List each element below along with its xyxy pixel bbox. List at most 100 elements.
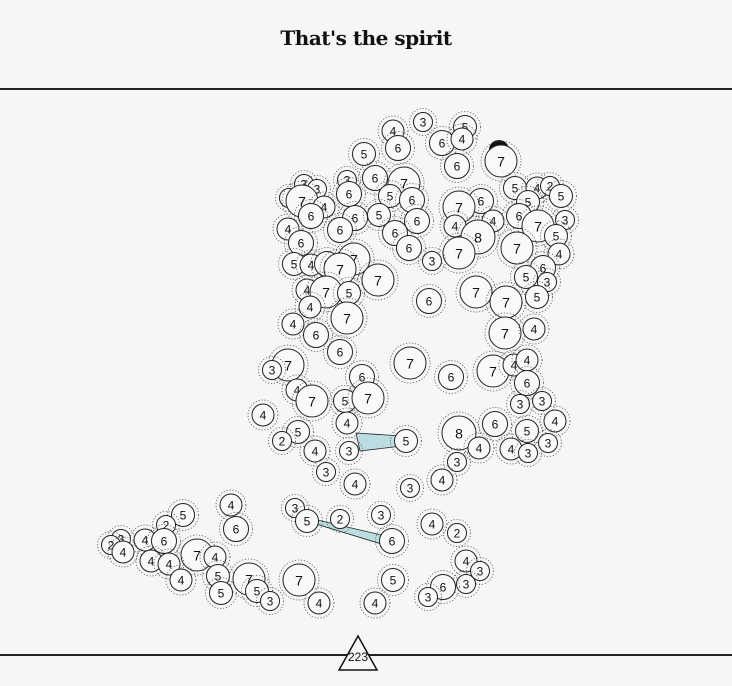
bubble-circle[interactable]: [367, 203, 391, 227]
bubble[interactable]: 4: [165, 564, 197, 596]
bubble-circle[interactable]: [352, 142, 376, 166]
bubble-circle[interactable]: [379, 528, 405, 554]
bubble[interactable]: 6: [299, 318, 333, 352]
bubble[interactable]: 4: [299, 435, 331, 467]
bubble-circle[interactable]: [272, 431, 292, 451]
bubble[interactable]: 3: [528, 387, 556, 415]
bubble[interactable]: 7: [484, 312, 526, 354]
bubble[interactable]: 7: [347, 377, 389, 419]
bubble-circle[interactable]: [327, 217, 353, 243]
bubble[interactable]: 4: [446, 123, 478, 155]
bubble-circle[interactable]: [459, 275, 493, 309]
bubble-circle[interactable]: [396, 235, 422, 261]
bubble-circle[interactable]: [339, 441, 359, 461]
bubble-circle[interactable]: [151, 528, 177, 554]
bubble[interactable]: 3: [256, 587, 284, 615]
bubble-circle[interactable]: [385, 135, 411, 161]
bubble-circle[interactable]: [335, 411, 359, 435]
bubble[interactable]: 6: [434, 360, 468, 394]
bubble[interactable]: 6: [294, 199, 328, 233]
bubble[interactable]: 3: [414, 583, 442, 611]
bubble-circle[interactable]: [422, 251, 442, 271]
bubble[interactable]: 5: [291, 505, 323, 537]
bubble-circle[interactable]: [522, 317, 546, 341]
bubble-circle[interactable]: [441, 415, 477, 451]
bubble[interactable]: 3: [396, 474, 424, 502]
bubble-circle[interactable]: [532, 391, 552, 411]
bubble-circle[interactable]: [209, 581, 233, 605]
bubble[interactable]: 6: [440, 149, 474, 183]
bubble[interactable]: 5: [167, 499, 199, 531]
bubble-circle[interactable]: [444, 153, 470, 179]
bubble[interactable]: 5: [390, 425, 422, 457]
bubble[interactable]: 6: [400, 204, 434, 238]
bubble-circle[interactable]: [450, 127, 474, 151]
bubble-circle[interactable]: [307, 591, 331, 615]
bubble[interactable]: 3: [514, 439, 542, 467]
bubble-circle[interactable]: [286, 420, 310, 444]
bubble[interactable]: 6: [392, 231, 426, 265]
bubble-circle[interactable]: [262, 360, 282, 380]
bubble[interactable]: 4: [416, 508, 448, 540]
bubble[interactable]: 3: [335, 437, 363, 465]
bubble-circle[interactable]: [420, 512, 444, 536]
bubble-circle[interactable]: [515, 419, 539, 443]
bubble-circle[interactable]: [393, 346, 427, 380]
bubble-circle[interactable]: [157, 552, 181, 576]
bubble-circle[interactable]: [430, 468, 454, 492]
bubble-circle[interactable]: [510, 394, 530, 414]
bubble[interactable]: 3: [367, 501, 395, 529]
bubble[interactable]: 5: [348, 138, 380, 170]
bubble[interactable]: 5: [545, 180, 577, 212]
bubble[interactable]: 7: [278, 559, 320, 601]
bubble-circle[interactable]: [394, 429, 418, 453]
bubble[interactable]: 7: [389, 342, 431, 384]
bubble-circle[interactable]: [169, 568, 193, 592]
bubble-circle[interactable]: [484, 144, 518, 178]
bubble-circle[interactable]: [282, 563, 316, 597]
bubble[interactable]: 6: [323, 213, 357, 247]
bubble[interactable]: 4: [539, 405, 571, 437]
bubble[interactable]: 6: [478, 407, 512, 441]
bubble[interactable]: 7: [496, 227, 538, 269]
bubble[interactable]: 4: [426, 464, 458, 496]
bubble[interactable]: 2: [326, 505, 354, 533]
bubble[interactable]: 5: [333, 277, 365, 309]
bubble-circle[interactable]: [219, 493, 243, 517]
bubble[interactable]: 5: [205, 577, 237, 609]
bubble[interactable]: 6: [323, 335, 357, 369]
bubble[interactable]: 4: [153, 548, 185, 580]
bubble[interactable]: 3: [312, 458, 340, 486]
bubble-circle[interactable]: [298, 203, 324, 229]
bubble[interactable]: 4: [359, 587, 391, 619]
bubble-circle[interactable]: [525, 285, 549, 309]
bubble-circle[interactable]: [538, 433, 558, 453]
bubble-circle[interactable]: [543, 409, 567, 433]
bubble-circle[interactable]: [303, 439, 327, 463]
bubble[interactable]: 7: [326, 297, 368, 339]
bubble[interactable]: 5: [377, 564, 409, 596]
bubble[interactable]: 4: [294, 291, 326, 323]
bubble-circle[interactable]: [488, 316, 522, 350]
bubble[interactable]: 3: [258, 356, 286, 384]
bubble[interactable]: 3: [409, 108, 437, 136]
bubble[interactable]: 6: [510, 366, 544, 400]
bubble[interactable]: 6: [381, 131, 415, 165]
bubble-circle[interactable]: [316, 462, 336, 482]
bubble-circle[interactable]: [351, 381, 385, 415]
bubble-circle[interactable]: [404, 208, 430, 234]
bubble[interactable]: 7: [480, 140, 522, 182]
bubble[interactable]: 7: [485, 281, 527, 323]
bubble-circle[interactable]: [260, 591, 280, 611]
bubble[interactable]: 6: [219, 512, 253, 546]
bubble[interactable]: 4: [331, 407, 363, 439]
bubble[interactable]: 4: [215, 489, 247, 521]
bubble-circle[interactable]: [251, 403, 275, 427]
bubble-circle[interactable]: [361, 263, 395, 297]
bubble[interactable]: 6: [425, 126, 459, 160]
bubble-circle[interactable]: [111, 540, 135, 564]
bubble-circle[interactable]: [171, 503, 195, 527]
bubble[interactable]: 3: [534, 429, 562, 457]
bubble-circle[interactable]: [371, 505, 391, 525]
